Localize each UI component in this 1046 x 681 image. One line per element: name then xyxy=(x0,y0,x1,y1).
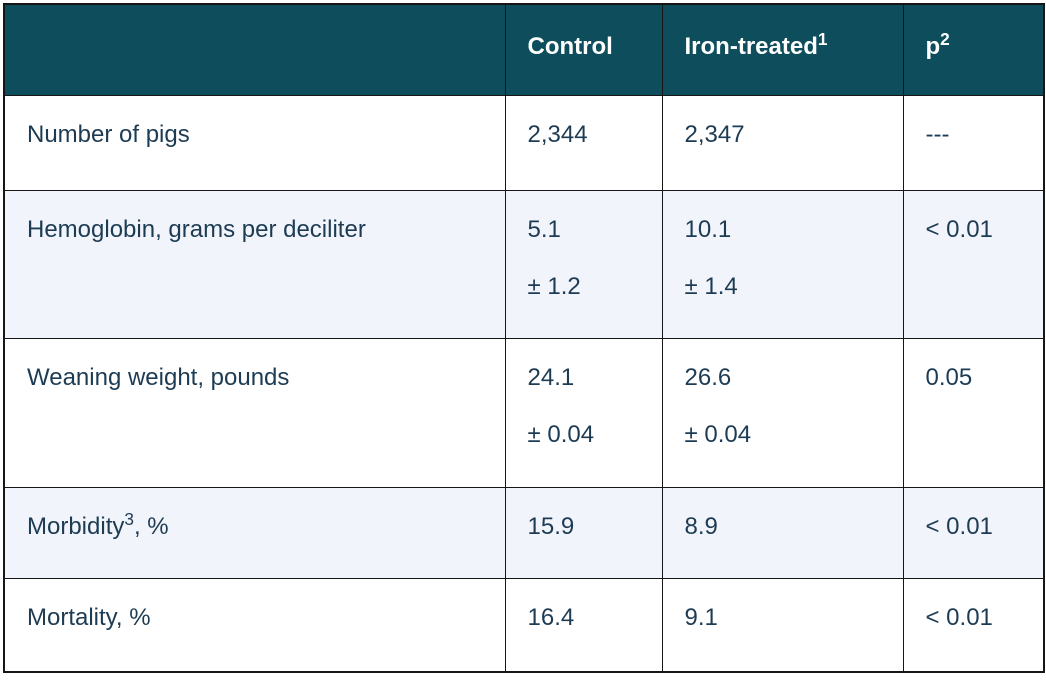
table-row-number-of-pigs: Number of pigs 2,344 2,347 --- xyxy=(3,94,1045,191)
row-label-text: Hemoglobin, grams per deciliter xyxy=(27,215,366,243)
table-row-morbidity: Morbidity3, % 15.9 8.9 < 0.01 xyxy=(3,486,1045,579)
header-iron-treated-label: Iron-treated xyxy=(684,33,818,60)
value-main: 26.6 xyxy=(684,363,732,391)
header-p-label: p xyxy=(925,33,941,60)
value-main: 16.4 xyxy=(527,603,575,631)
cell-row-label: Weaning weight, pounds xyxy=(3,337,506,488)
cell-iron-treated-value: 10.1 ± 1.4 xyxy=(661,189,904,339)
header-cell-p-value: p2 xyxy=(902,3,1045,96)
value-sd: ± 0.04 xyxy=(527,420,595,448)
cell-control-value: 16.4 xyxy=(504,577,663,673)
header-control-label: Control xyxy=(527,33,613,60)
cell-p-value: < 0.01 xyxy=(902,577,1045,673)
cell-iron-treated-value: 9.1 xyxy=(661,577,904,673)
study-results-table: Control Iron-treated1 p2 Number of pigs … xyxy=(3,3,1045,673)
cell-p-value: < 0.01 xyxy=(902,189,1045,339)
value-main: 2,344 xyxy=(527,120,588,148)
row-label-suffix: , % xyxy=(133,512,169,540)
table-row-weaning-weight: Weaning weight, pounds 24.1 ± 0.04 26.6 ± … xyxy=(3,337,1045,488)
value-main: < 0.01 xyxy=(925,512,993,540)
value-sd: ± 0.04 xyxy=(684,420,752,448)
row-label-text: Mortality, % xyxy=(27,603,151,631)
cell-p-value: --- xyxy=(902,94,1045,191)
value-main: 10.1 xyxy=(684,215,732,243)
footnote-marker-3: 3 xyxy=(124,508,134,529)
header-cell-empty xyxy=(3,3,506,96)
value-main: < 0.01 xyxy=(925,215,993,243)
cell-p-value: 0.05 xyxy=(902,337,1045,488)
value-main: 15.9 xyxy=(527,512,575,540)
cell-row-label: Number of pigs xyxy=(3,94,506,191)
cell-control-value: 2,344 xyxy=(504,94,663,191)
value-main: 5.1 xyxy=(527,215,561,243)
value-main: 0.05 xyxy=(925,363,973,391)
header-cell-iron-treated: Iron-treated1 xyxy=(661,3,904,96)
cell-iron-treated-value: 26.6 ± 0.04 xyxy=(661,337,904,488)
value-main: 9.1 xyxy=(684,603,718,631)
cell-iron-treated-value: 2,347 xyxy=(661,94,904,191)
header-cell-control: Control xyxy=(504,3,663,96)
footnote-marker-1: 1 xyxy=(817,29,828,49)
value-sd: ± 1.2 xyxy=(527,272,581,300)
cell-p-value: < 0.01 xyxy=(902,486,1045,579)
row-label-text: Weaning weight, pounds xyxy=(27,363,290,391)
footnote-marker-2: 2 xyxy=(940,29,950,49)
cell-control-value: 24.1 ± 0.04 xyxy=(504,337,663,488)
cell-row-label: Mortality, % xyxy=(3,577,506,673)
row-label-text: Morbidity xyxy=(27,512,125,540)
cell-control-value: 5.1 ± 1.2 xyxy=(504,189,663,339)
cell-row-label: Hemoglobin, grams per deciliter xyxy=(3,189,506,339)
value-main: < 0.01 xyxy=(925,603,993,631)
header-row: Control Iron-treated1 p2 xyxy=(3,3,1045,96)
cell-iron-treated-value: 8.9 xyxy=(661,486,904,579)
table-row-hemoglobin: Hemoglobin, grams per deciliter 5.1 ± 1.2… xyxy=(3,189,1045,339)
cell-control-value: 15.9 xyxy=(504,486,663,579)
table-row-mortality: Mortality, % 16.4 9.1 < 0.01 xyxy=(3,577,1045,673)
value-sd: ± 1.4 xyxy=(684,272,738,300)
value-main: 2,347 xyxy=(684,120,745,148)
value-main: --- xyxy=(925,120,950,148)
value-main: 24.1 xyxy=(527,363,575,391)
row-label-text: Number of pigs xyxy=(27,120,190,148)
cell-row-label: Morbidity3, % xyxy=(3,486,506,579)
value-main: 8.9 xyxy=(684,512,718,540)
